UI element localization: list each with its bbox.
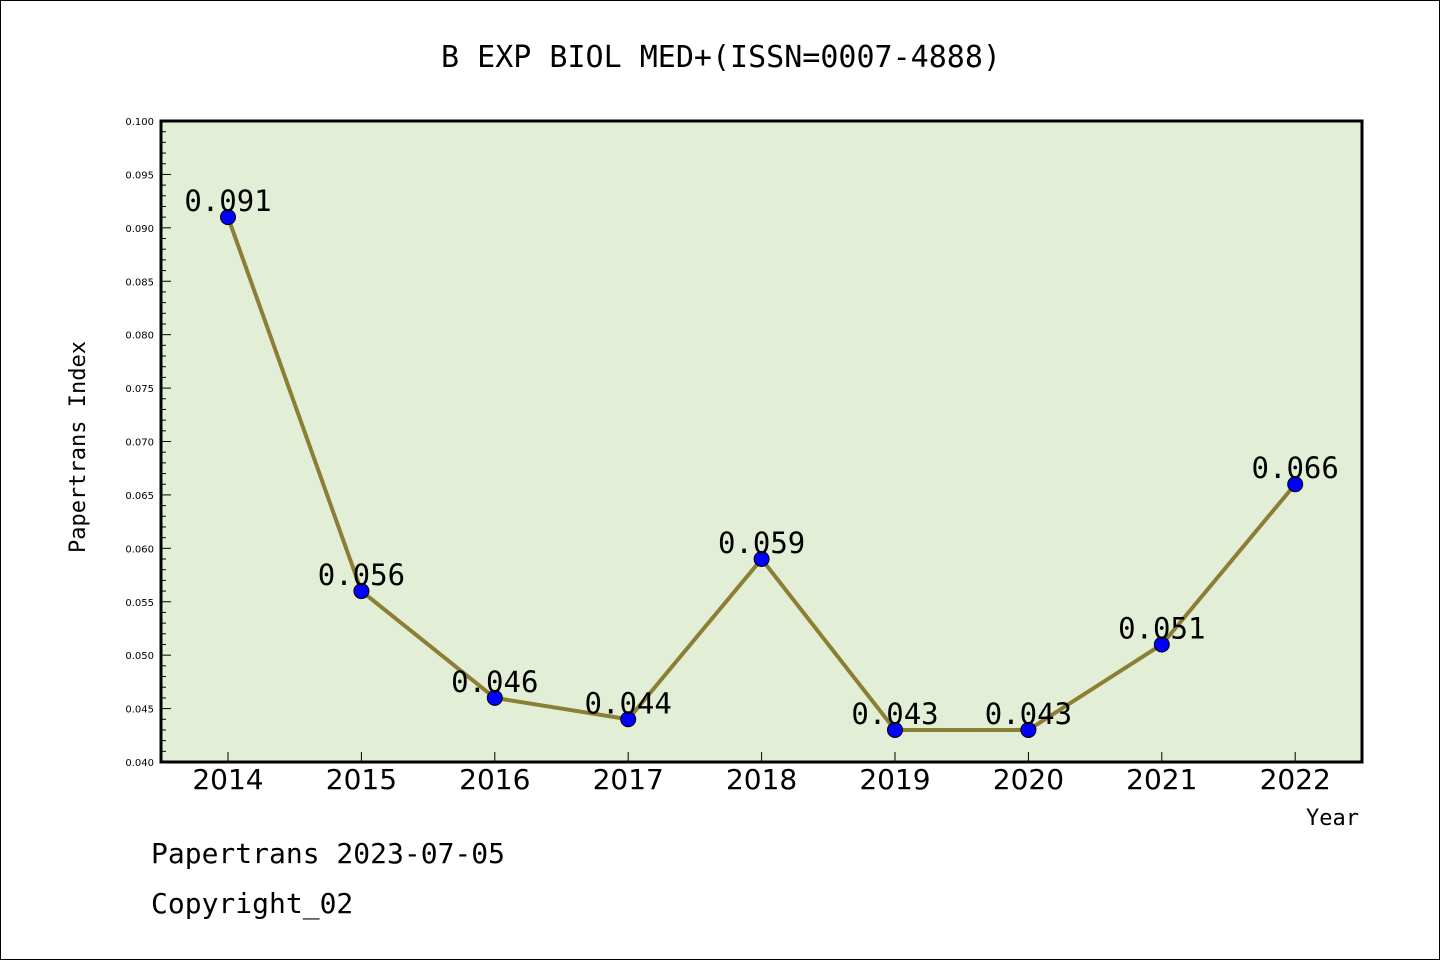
data-label: 0.044 bbox=[585, 686, 672, 720]
plot-area bbox=[159, 119, 1364, 764]
x-tick-label: 2021 bbox=[1126, 763, 1197, 796]
data-point-marker bbox=[220, 209, 236, 226]
data-label: 0.091 bbox=[184, 184, 271, 218]
y-tick-label: 0.065 bbox=[125, 491, 154, 502]
data-label: 0.043 bbox=[851, 697, 938, 731]
data-label: 0.051 bbox=[1118, 611, 1205, 645]
data-label: 0.059 bbox=[718, 526, 805, 560]
data-point-marker bbox=[1287, 476, 1304, 493]
y-tick-label: 0.050 bbox=[125, 651, 154, 662]
x-axis: 2014 2015 2016 2017 2018 2019 2020 2021 2022 bbox=[192, 752, 1331, 796]
x-tick-label: 2020 bbox=[993, 763, 1064, 796]
data-labels: 0.091 0.056 0.046 0.044 0.059 0.043 0.043 0.051… bbox=[184, 184, 1339, 731]
x-tick-label: 2019 bbox=[859, 763, 930, 796]
footer-date: Papertrans 2023-07-05 bbox=[151, 837, 506, 870]
x-tick-label: 2014 bbox=[192, 763, 263, 796]
y-tick-label: 0.060 bbox=[125, 544, 154, 555]
data-point-marker bbox=[753, 551, 770, 568]
data-point-marker bbox=[353, 583, 370, 600]
data-point-marker bbox=[1153, 636, 1170, 653]
x-tick-label: 2018 bbox=[726, 763, 797, 796]
y-tick-label: 0.080 bbox=[125, 331, 154, 342]
data-point-marker bbox=[486, 689, 503, 706]
y-axis-label: Papertrans Index bbox=[66, 341, 91, 553]
x-tick-label: 2015 bbox=[326, 763, 397, 796]
y-tick-label: 0.075 bbox=[125, 384, 154, 395]
x-tick-label: 2016 bbox=[459, 763, 530, 796]
footer-copyright: Copyright_02 bbox=[151, 887, 354, 920]
x-tick-label: 2022 bbox=[1260, 763, 1331, 796]
data-label: 0.056 bbox=[318, 558, 405, 592]
y-tick-label: 0.070 bbox=[125, 438, 154, 449]
y-tick-label: 0.085 bbox=[125, 277, 154, 288]
y-axis: 0.040 0.045 0.050 0.055 0.060 0.065 0.070 0.075… bbox=[125, 117, 171, 769]
y-tick-label: 0.095 bbox=[125, 170, 154, 181]
chart-title: B EXP BIOL MED+(ISSN=0007-4888) bbox=[441, 40, 1001, 75]
y-tick-label: 0.045 bbox=[125, 705, 154, 716]
data-point-marker bbox=[1020, 721, 1037, 738]
data-label: 0.043 bbox=[985, 697, 1072, 731]
y-tick-label: 0.090 bbox=[125, 224, 154, 235]
data-label: 0.046 bbox=[451, 665, 538, 699]
data-label: 0.066 bbox=[1252, 451, 1339, 485]
series-line-group bbox=[220, 209, 1304, 738]
x-axis-label: Year bbox=[1306, 806, 1359, 831]
y-tick-label: 0.040 bbox=[125, 758, 154, 769]
data-point-marker bbox=[887, 721, 903, 738]
y-tick-label: 0.100 bbox=[125, 117, 154, 128]
x-tick-label: 2017 bbox=[593, 763, 664, 796]
data-point-marker bbox=[620, 711, 637, 728]
y-tick-label: 0.055 bbox=[125, 598, 154, 609]
